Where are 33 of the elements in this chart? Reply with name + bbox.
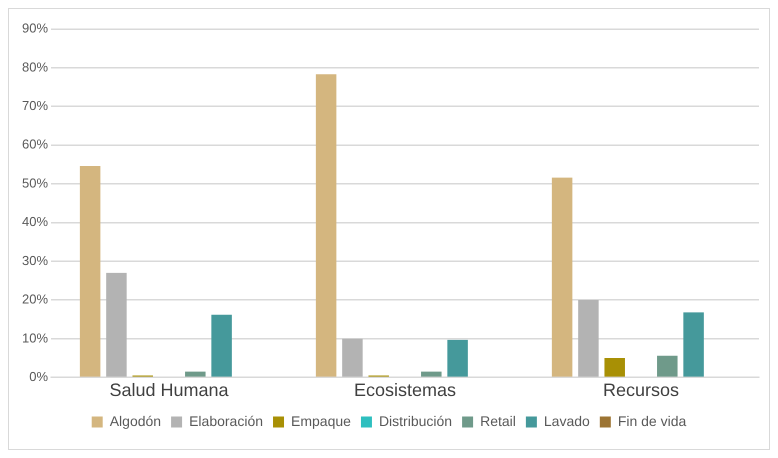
y-tick-label: 70% xyxy=(22,98,48,113)
y-tick-label: 40% xyxy=(22,214,48,230)
bar xyxy=(578,300,599,377)
legend-label: Retail xyxy=(480,412,516,429)
legend-label: Algodón xyxy=(110,412,162,429)
x-tick-label: Salud Humana xyxy=(109,380,230,400)
bar xyxy=(80,166,100,377)
y-tick-label: 0% xyxy=(29,368,48,384)
y-tick-label: 10% xyxy=(22,330,48,346)
bar xyxy=(552,178,572,377)
y-tick-label: 60% xyxy=(22,136,48,152)
bar xyxy=(106,272,127,377)
y-tick-label: 50% xyxy=(22,175,48,190)
legend-label: Lavado xyxy=(544,412,590,429)
bar xyxy=(657,356,678,377)
bar xyxy=(604,358,625,377)
y-tick-label: 80% xyxy=(22,59,48,74)
x-tick-label: Ecosistemas xyxy=(354,380,456,400)
bar xyxy=(316,74,336,377)
bar xyxy=(211,314,232,377)
y-tick-label: 90% xyxy=(22,20,48,36)
bar xyxy=(421,372,442,377)
legend-label: Elaboración xyxy=(189,412,264,429)
bar xyxy=(447,340,468,377)
y-tick-label: 30% xyxy=(22,252,48,268)
bar xyxy=(683,312,704,377)
legend-label: Fin de vida xyxy=(618,412,687,429)
bar xyxy=(185,372,206,377)
legend-label: Distribución xyxy=(378,412,452,429)
legend-label: Empaque xyxy=(291,412,352,429)
y-tick-label: 20% xyxy=(22,292,48,307)
x-tick-label: Recursos xyxy=(602,380,680,400)
bar xyxy=(342,338,363,377)
